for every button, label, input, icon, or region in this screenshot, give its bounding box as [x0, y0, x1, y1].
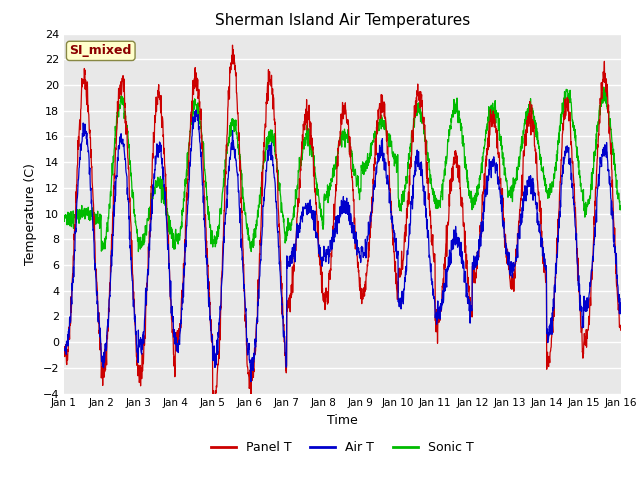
Air T: [247, 379, 255, 384]
Panel T: [211, 397, 218, 403]
Sonic T: [331, 166, 339, 172]
Legend: Panel T, Air T, Sonic T: Panel T, Air T, Sonic T: [206, 436, 479, 459]
Air T: [617, 300, 625, 306]
Panel T: [617, 327, 625, 333]
Sonic T: [134, 249, 142, 254]
Panel T: [228, 42, 236, 48]
Sonic T: [600, 84, 607, 90]
X-axis label: Time: Time: [327, 414, 358, 427]
Panel T: [317, 272, 324, 277]
Title: Sherman Island Air Temperatures: Sherman Island Air Temperatures: [215, 13, 470, 28]
Panel T: [601, 70, 609, 76]
Panel T: [499, 195, 507, 201]
Y-axis label: Temperature (C): Temperature (C): [24, 163, 37, 264]
Sonic T: [601, 93, 609, 99]
Air T: [88, 212, 96, 217]
Panel T: [88, 182, 96, 188]
Air T: [499, 222, 507, 228]
Panel T: [60, 346, 68, 351]
Air T: [601, 142, 609, 147]
Sonic T: [316, 203, 324, 209]
Sonic T: [617, 204, 625, 210]
Sonic T: [60, 217, 68, 223]
Air T: [60, 345, 68, 351]
Air T: [602, 148, 609, 154]
Sonic T: [602, 92, 609, 98]
Line: Air T: Air T: [64, 110, 621, 382]
Line: Sonic T: Sonic T: [64, 87, 621, 252]
Panel T: [332, 195, 339, 201]
Sonic T: [88, 205, 96, 211]
Panel T: [602, 76, 609, 82]
Text: SI_mixed: SI_mixed: [70, 44, 132, 58]
Air T: [317, 255, 324, 261]
Air T: [192, 107, 200, 113]
Sonic T: [499, 149, 506, 155]
Line: Panel T: Panel T: [64, 45, 621, 400]
Air T: [332, 220, 339, 226]
